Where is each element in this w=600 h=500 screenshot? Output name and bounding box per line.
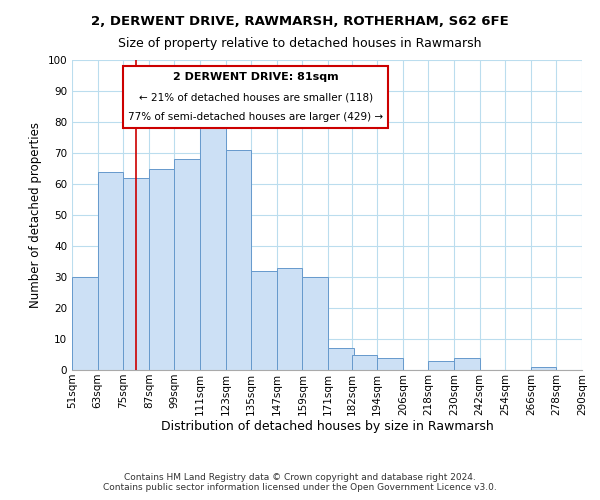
Bar [200, 116, 226, 370]
FancyBboxPatch shape [123, 66, 388, 128]
Bar [377, 358, 403, 370]
Text: 2 DERWENT DRIVE: 81sqm: 2 DERWENT DRIVE: 81sqm [173, 72, 338, 83]
Bar [175, 159, 200, 370]
Bar [123, 178, 149, 370]
X-axis label: Distribution of detached houses by size in Rawmarsh: Distribution of detached houses by size … [161, 420, 493, 434]
Bar [302, 277, 328, 370]
Text: 2, DERWENT DRIVE, RAWMARSH, ROTHERHAM, S62 6FE: 2, DERWENT DRIVE, RAWMARSH, ROTHERHAM, S… [91, 15, 509, 28]
Text: Size of property relative to detached houses in Rawmarsh: Size of property relative to detached ho… [118, 38, 482, 51]
Y-axis label: Number of detached properties: Number of detached properties [29, 122, 42, 308]
Bar [98, 172, 123, 370]
Bar [454, 358, 479, 370]
Bar [251, 271, 277, 370]
Bar [531, 367, 556, 370]
Bar [352, 354, 377, 370]
Text: ← 21% of detached houses are smaller (118): ← 21% of detached houses are smaller (11… [139, 92, 373, 102]
Bar [428, 360, 454, 370]
Bar [72, 277, 98, 370]
Text: Contains HM Land Registry data © Crown copyright and database right 2024.
Contai: Contains HM Land Registry data © Crown c… [103, 473, 497, 492]
Bar [277, 268, 302, 370]
Bar [328, 348, 353, 370]
Bar [149, 168, 175, 370]
Bar [226, 150, 251, 370]
Text: 77% of semi-detached houses are larger (429) →: 77% of semi-detached houses are larger (… [128, 112, 383, 122]
